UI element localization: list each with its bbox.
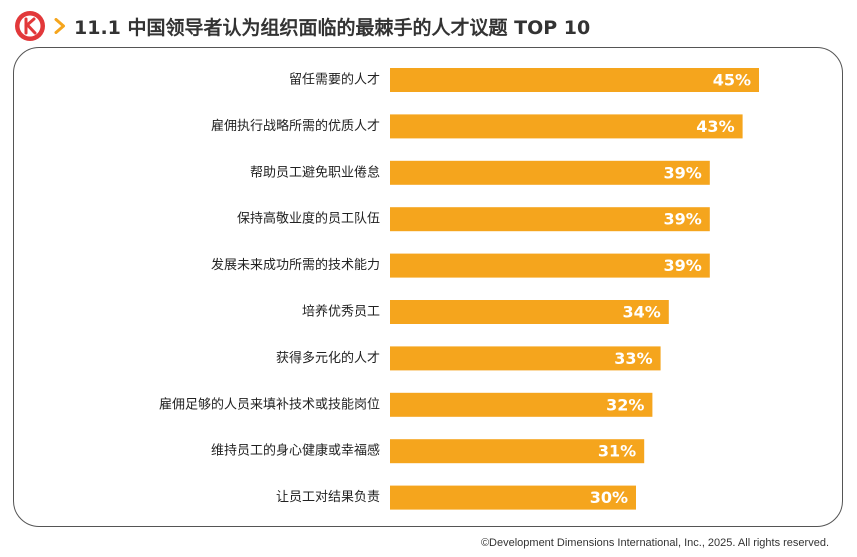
value-label: 39% <box>664 210 702 229</box>
bar <box>390 160 710 185</box>
bar <box>390 392 653 417</box>
category-label: 维持员工的身心健康或幸福感 <box>211 443 380 459</box>
category-label: 让员工对结果负责 <box>276 490 380 505</box>
chart-header: 11.1 中国领导者认为组织面临的最棘手的人才议题 TOP 10 <box>14 10 590 42</box>
chart-title: 11.1 中国领导者认为组织面临的最棘手的人才议题 TOP 10 <box>74 16 591 39</box>
value-label: 32% <box>606 395 644 414</box>
category-label: 雇佣足够的人员来填补技术或技能岗位 <box>159 396 380 412</box>
value-label: 33% <box>614 349 652 368</box>
copyright-footer: ©Development Dimensions International, I… <box>480 537 829 549</box>
value-label: 30% <box>590 488 628 507</box>
bar <box>390 114 743 139</box>
value-label: 45% <box>713 71 751 90</box>
value-label: 34% <box>623 303 661 322</box>
bar <box>390 300 669 324</box>
bar <box>390 68 759 92</box>
category-label: 发展未来成功所需的技术能力 <box>211 257 380 273</box>
category-label: 培养优秀员工 <box>302 304 380 320</box>
bar <box>390 439 645 464</box>
ddi-logo-icon <box>15 11 45 41</box>
category-label: 雇佣执行战略所需的优质人才 <box>211 118 380 134</box>
value-label: 39% <box>664 163 702 182</box>
chart-panel <box>13 47 843 527</box>
chevron-right-icon <box>54 18 65 34</box>
bar <box>390 346 661 371</box>
bar <box>390 253 710 278</box>
value-label: 39% <box>664 256 702 275</box>
category-label: 留任需要的人才 <box>289 72 380 88</box>
value-label: 43% <box>696 117 734 136</box>
category-label: 保持高敬业度的员工队伍 <box>237 211 380 227</box>
bar <box>390 485 636 510</box>
bar <box>390 207 710 232</box>
category-label: 获得多元化的人才 <box>276 350 380 366</box>
category-label: 帮助员工避免职业倦怠 <box>250 164 380 180</box>
value-label: 31% <box>598 442 636 461</box>
